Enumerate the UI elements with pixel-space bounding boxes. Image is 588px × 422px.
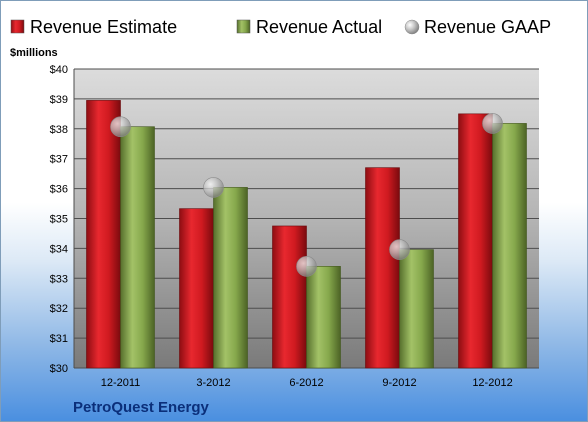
y-tick-label: $32 — [50, 303, 68, 315]
x-tick-label: 12-2012 — [472, 377, 512, 389]
legend-label: Revenue Estimate — [30, 17, 177, 37]
y-tick-label: $34 — [50, 243, 68, 255]
legend-label: Revenue GAAP — [424, 17, 551, 37]
marker-revenue-gaap — [389, 239, 410, 260]
x-tick-label: 12-2011 — [101, 377, 141, 389]
company-name: PetroQuest Energy — [73, 399, 209, 416]
bar-revenue-estimate — [458, 113, 493, 369]
y-tick-label: $39 — [50, 94, 68, 106]
bar-revenue-estimate — [179, 208, 214, 369]
legend-label: Revenue Actual — [256, 17, 382, 37]
bar-revenue-estimate — [272, 225, 307, 369]
y-tick-label: $30 — [50, 363, 68, 375]
y-tick-label: $35 — [50, 214, 68, 226]
bar-revenue-actual — [120, 126, 155, 369]
y-tick-label: $38 — [50, 124, 68, 136]
marker-revenue-gaap — [482, 113, 503, 134]
y-tick-label: $36 — [50, 184, 68, 196]
y-tick-label: $33 — [50, 273, 68, 285]
bar-revenue-estimate — [365, 167, 400, 369]
x-tick-label: 9-2012 — [382, 377, 416, 389]
legend-swatch — [404, 19, 420, 35]
legend-swatch — [236, 19, 251, 34]
bar-revenue-actual — [306, 266, 341, 369]
y-tick-label: $31 — [50, 333, 68, 345]
y-tick-label: $37 — [50, 154, 68, 166]
marker-revenue-gaap — [296, 256, 317, 277]
y-tick-label: $40 — [50, 64, 68, 76]
bar-revenue-actual — [213, 187, 248, 369]
marker-revenue-gaap — [110, 116, 131, 138]
legend-swatch — [10, 19, 25, 34]
bar-revenue-actual — [399, 249, 434, 369]
bar-revenue-estimate — [86, 100, 121, 369]
y-axis-label: $millions — [10, 47, 58, 59]
marker-revenue-gaap — [203, 177, 224, 198]
x-tick-label: 3-2012 — [196, 377, 230, 389]
bar-revenue-actual — [492, 123, 527, 369]
x-tick-label: 6-2012 — [289, 377, 323, 389]
